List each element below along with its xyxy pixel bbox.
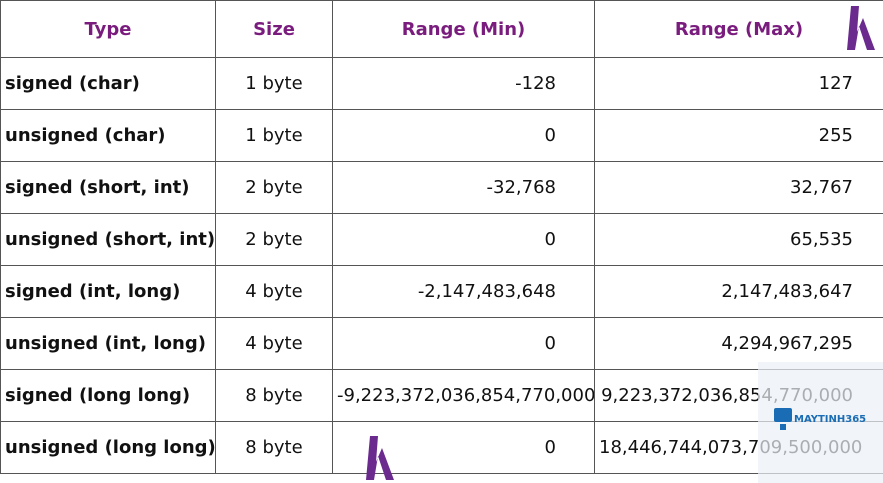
table-cell: 255 [594, 109, 883, 162]
table-cell: -9,223,372,036,854,770,000 [332, 369, 595, 422]
header-cell: Type [0, 0, 216, 58]
table-row: signed (short, int) 2 byte -32,768 32,767 [0, 161, 883, 214]
watermark-icon [774, 408, 792, 430]
table-cell: -128 [332, 57, 595, 110]
table-cell: -32,768 [332, 161, 595, 214]
table-cell: 65,535 [594, 213, 883, 266]
table-cell: 0 [332, 213, 595, 266]
table-cell: 0 [332, 317, 595, 370]
table-cell: 4 byte [215, 265, 333, 318]
table-cell: 8 byte [215, 421, 333, 474]
table-cell: 0 [332, 109, 595, 162]
table-cell: -2,147,483,648 [332, 265, 595, 318]
table-row: signed (char) 1 byte -128 127 [0, 57, 883, 110]
table-cell: 32,767 [594, 161, 883, 214]
table-cell: 2,147,483,647 [594, 265, 883, 318]
table-row: unsigned (long long) 8 byte 0 18,446,744,07… [0, 421, 883, 474]
table-cell: 1 byte [215, 57, 333, 110]
table-cell: 4,294,967,295 [594, 317, 883, 370]
table-cell: 4 byte [215, 317, 333, 370]
table-cell: unsigned (char) [0, 109, 216, 162]
table-cell: 2 byte [215, 213, 333, 266]
table-cell: 1 byte [215, 109, 333, 162]
header-cell: Range (Min) [332, 0, 595, 58]
watermark: MAYTINH365 [758, 362, 883, 483]
table-cell: signed (long long) [0, 369, 216, 422]
watermark-text: MAYTINH365 [794, 414, 867, 425]
table-cell: signed (short, int) [0, 161, 216, 214]
table-cell: signed (int, long) [0, 265, 216, 318]
header-cell: Range (Max) [594, 0, 883, 58]
table-cell: 8 byte [215, 369, 333, 422]
table-cell: unsigned (short, int) [0, 213, 216, 266]
table-row: signed (long long) 8 byte -9,223,372,036,8… [0, 369, 883, 422]
table-row: signed (int, long) 4 byte -2,147,483,648 2,… [0, 265, 883, 318]
header-cell: Size [215, 0, 333, 58]
table-cell: 2 byte [215, 161, 333, 214]
table-cell: 127 [594, 57, 883, 110]
table-cell: unsigned (int, long) [0, 317, 216, 370]
table-cell: signed (char) [0, 57, 216, 110]
table-row: unsigned (char) 1 byte 0 255 [0, 109, 883, 162]
table-row: unsigned (short, int) 2 byte 0 65,535 [0, 213, 883, 266]
header-row: Type Size Range (Min) Range (Max) [0, 0, 883, 58]
logo-mark [366, 436, 394, 480]
table-body: signed (char) 1 byte -128 127 unsigned (char… [0, 57, 883, 474]
table-cell: unsigned (long long) [0, 421, 216, 474]
table-row: unsigned (int, long) 4 byte 0 4,294,967,295 [0, 317, 883, 370]
logo-mark [847, 6, 875, 50]
